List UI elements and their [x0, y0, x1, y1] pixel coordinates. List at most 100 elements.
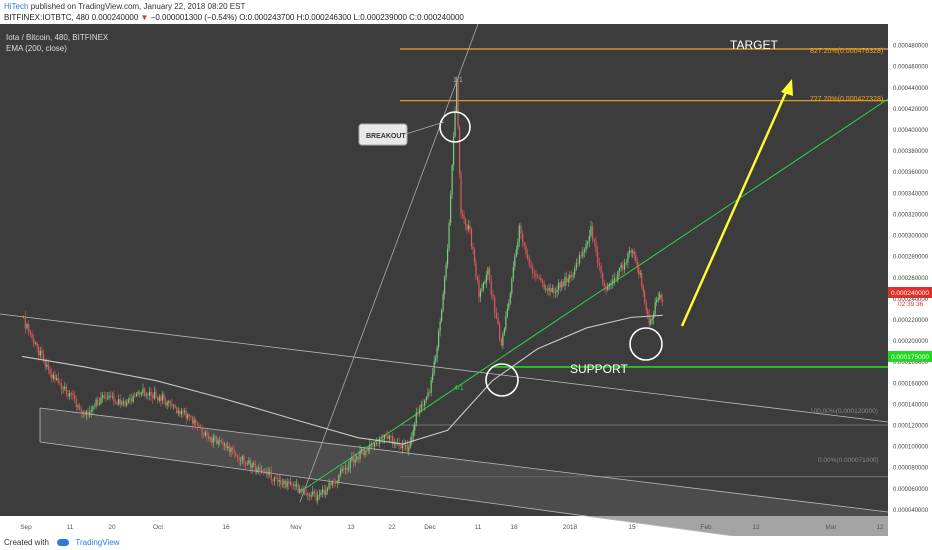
y-tick-label: 0.000460000 — [893, 65, 929, 71]
candle-body — [121, 402, 123, 405]
candle-body — [377, 443, 379, 445]
time-axis-labels: Sep 11 20 Oct 16 Nov 13 22 Dec 11 18 2018 15 Feb 12 Mar… — [20, 524, 884, 531]
candle-body — [537, 276, 539, 278]
y-tick-label: 0.000300000 — [893, 234, 929, 240]
candle-body — [369, 444, 371, 449]
x-tick-label: 16 — [222, 524, 230, 531]
candle-body — [111, 396, 113, 398]
y-tick-label: 0.000180000 — [893, 360, 929, 366]
candle-body — [461, 213, 464, 216]
y-tick-label: 0.000340000 — [893, 191, 929, 197]
candle-body — [580, 255, 582, 257]
candle-body — [59, 382, 61, 384]
price-chart[interactable]: Iota / Bitcoin, 480, BITFINEX EMA (200, … — [0, 23, 932, 550]
y-tick-label: 0.000240000 — [893, 297, 929, 303]
candle-body — [511, 278, 513, 294]
candle-body — [31, 334, 33, 339]
candle-body — [593, 239, 595, 242]
candle-body — [65, 386, 67, 395]
candle-body — [253, 463, 255, 465]
candle-body — [69, 393, 71, 397]
chart-area[interactable]: Iota / Bitcoin, 480, BITFINEX EMA (200, … — [0, 23, 932, 550]
candle-body — [280, 480, 282, 485]
breakout-box — [358, 123, 408, 146]
candle-body — [98, 403, 100, 405]
candle-body — [148, 391, 151, 396]
trend-line — [299, 98, 889, 493]
candle-body — [625, 262, 627, 264]
candle-body — [339, 470, 342, 476]
candle-body — [195, 419, 197, 424]
candle-body — [578, 255, 581, 264]
candle-body — [497, 318, 499, 325]
candle-body — [400, 446, 402, 449]
candle-body — [110, 395, 112, 397]
candle-body — [432, 373, 434, 381]
tradingview-brand[interactable]: TradingView — [75, 538, 120, 547]
candle-body — [320, 492, 322, 495]
candle-body — [85, 411, 87, 416]
candle-body — [243, 456, 245, 463]
candle-body — [41, 350, 43, 355]
candle-body — [264, 471, 266, 473]
candle-body — [294, 484, 296, 487]
candle-body — [254, 463, 256, 473]
y-tick-label: 0.000280000 — [893, 255, 929, 261]
candle-body — [160, 396, 162, 401]
candle-body — [292, 483, 295, 487]
candle-body — [343, 468, 345, 470]
fib-layer — [400, 48, 888, 478]
candle-body — [29, 332, 31, 335]
x-tick-label: 12 — [752, 524, 760, 531]
y-tick-label: 0.000040000 — [893, 508, 929, 514]
candle-body — [647, 310, 649, 315]
candle-body — [288, 481, 290, 484]
candle-body — [662, 299, 664, 302]
candle-body — [130, 398, 133, 402]
candle-body — [472, 246, 474, 250]
candle-body — [545, 288, 547, 290]
candle-body — [632, 251, 634, 253]
candle-body — [367, 448, 369, 452]
candle-body — [206, 431, 208, 436]
candle-body — [283, 480, 285, 485]
candle-body — [554, 291, 557, 293]
candle-body — [385, 435, 387, 437]
candle-body — [323, 489, 325, 495]
candle-body — [495, 312, 497, 319]
price-axis[interactable] — [888, 24, 932, 536]
candle-body — [152, 395, 154, 399]
candle-body — [359, 450, 361, 460]
target-label: TARGET — [730, 38, 778, 52]
candle-body — [481, 288, 483, 291]
candle-body — [449, 194, 452, 224]
candle-body — [126, 402, 128, 406]
x-tick-label: Oct — [153, 524, 163, 531]
candle-body — [633, 251, 635, 256]
candle-body — [211, 438, 213, 443]
candle-body — [405, 445, 407, 446]
candle-body — [348, 467, 350, 471]
candle-body — [23, 316, 25, 318]
candle-body — [127, 399, 129, 403]
change-text: −0.000001300 (−0.54%) — [150, 13, 237, 22]
candle-body — [116, 402, 118, 405]
last-price-text: 0.000240000 — [891, 290, 929, 297]
candle-body — [214, 436, 216, 438]
candle-body — [176, 407, 178, 413]
candle-body — [494, 297, 496, 313]
candle-body — [508, 303, 510, 309]
candle-body — [479, 290, 482, 298]
candle-body — [445, 264, 447, 278]
candle-body — [105, 397, 107, 399]
candle-body — [566, 277, 568, 283]
candle-body — [430, 380, 432, 393]
candle-body — [618, 268, 621, 272]
y-tick-label: 0.000480000 — [893, 44, 929, 50]
candle-body — [600, 265, 602, 274]
candle-body — [438, 331, 440, 348]
candle-body — [39, 350, 41, 356]
author-link[interactable]: HiTech — [4, 2, 29, 11]
created-with: Created with TradingView — [4, 538, 119, 547]
y-tick-label: 0.000140000 — [893, 402, 929, 408]
